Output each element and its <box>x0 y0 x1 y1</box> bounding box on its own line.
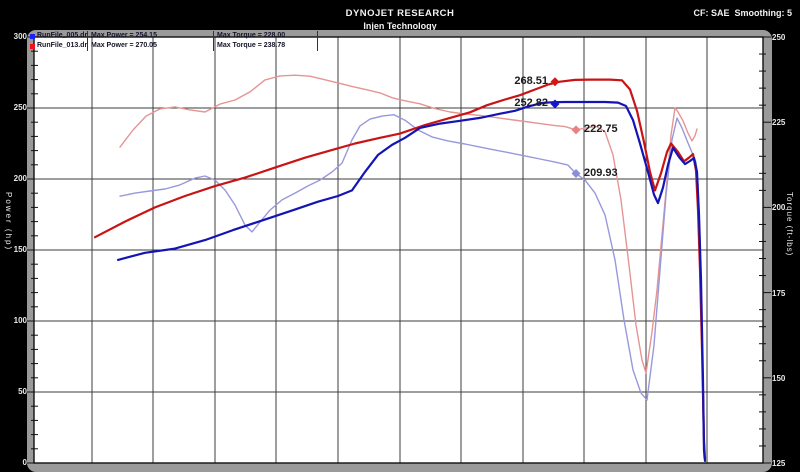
power-tick-label: 100 <box>13 316 27 325</box>
legend-torque-run013: Max Torque = 238.78 <box>213 41 318 51</box>
peak-marker <box>571 125 581 135</box>
legend-row-run013: RunFile_013.drf Max Power = 270.05 Max T… <box>29 41 318 51</box>
torque-tick-label: 150 <box>772 373 786 383</box>
power-tick-label: 0 <box>22 458 27 467</box>
torque-tick-label: 200 <box>772 203 786 213</box>
torque-tick-label: 250 <box>772 33 786 42</box>
legend-file-run013: RunFile_013.drf <box>37 42 87 49</box>
peak-marker <box>550 99 560 109</box>
power-tick-label: 150 <box>13 245 27 254</box>
power-tick-label: 50 <box>18 387 27 396</box>
torque-tick-label: 175 <box>772 288 786 298</box>
legend-power-run013: Max Power = 270.05 <box>87 41 213 51</box>
peak-value-label: 268.51 <box>514 74 548 87</box>
legend-power-run005: Max Power = 254.15 <box>87 31 213 41</box>
power-tick-label: 250 <box>13 103 27 112</box>
chart-subtitle: Injen Technology <box>363 21 437 31</box>
power-axis-title: Power (hp) <box>4 192 13 252</box>
legend-torque-run005: Max Torque = 228.00 <box>213 31 318 41</box>
brand-title: DYNOJET RESEARCH <box>345 8 455 19</box>
correction-smoothing-info: CF: SAE Smoothing: 5 <box>693 8 793 18</box>
peak-value-label: 209.93 <box>584 166 618 179</box>
power-tick-label: 300 <box>13 32 27 41</box>
torque-curve-run013 <box>119 74 698 374</box>
torque-axis-title: Torque (ft-lbs) <box>785 192 794 257</box>
power-curve-run005 <box>116 100 707 462</box>
legend-swatch-blue <box>30 33 35 39</box>
power-tick-label: 200 <box>13 174 27 183</box>
power-curve-run013 <box>93 78 707 460</box>
legend-swatch-red <box>30 43 35 49</box>
peak-value-label: 222.75 <box>584 122 618 135</box>
peak-value-label: 252.82 <box>514 96 548 109</box>
legend-file-run005: RunFile_005.drf <box>37 32 87 39</box>
legend: RunFile_005.drf Max Power = 254.15 Max T… <box>29 31 318 51</box>
torque-curve-run005 <box>119 113 705 459</box>
legend-row-run005: RunFile_005.drf Max Power = 254.15 Max T… <box>29 31 318 41</box>
torque-tick-label: 125 <box>772 459 786 468</box>
peak-marker <box>550 77 560 87</box>
peak-marker <box>571 169 581 179</box>
torque-tick-label: 225 <box>772 118 786 128</box>
